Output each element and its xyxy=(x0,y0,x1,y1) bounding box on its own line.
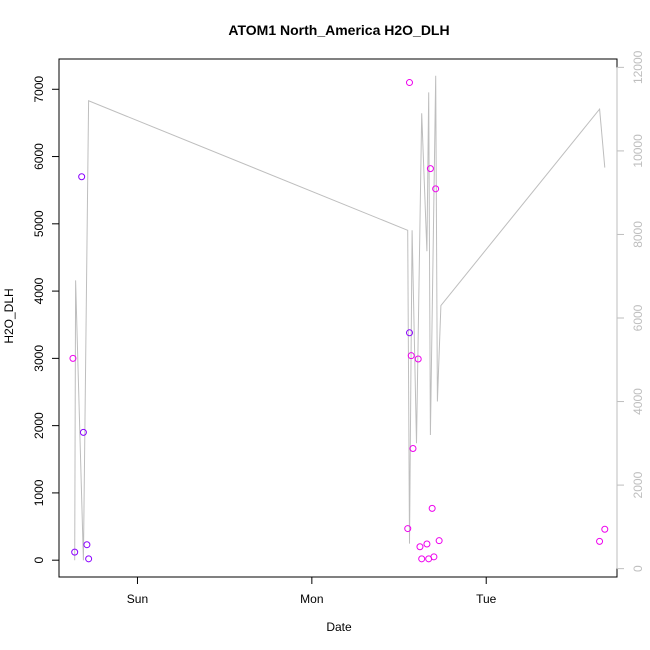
right-y-tick-label: 10000 xyxy=(631,134,645,168)
y-axis-label: H2O_DLH xyxy=(2,288,16,343)
data-point xyxy=(416,543,424,551)
right-y-tick-label: 12000 xyxy=(631,50,645,84)
x-tick-label: Sun xyxy=(127,592,148,606)
data-point xyxy=(596,537,604,545)
right-y-axis: 0 2000 4000 6000 8000 10000 12000 xyxy=(616,50,645,572)
y-tick-label: 7000 xyxy=(32,76,46,103)
series-line xyxy=(74,75,606,561)
chart-title: ATOM1 North_America H2O_DLH xyxy=(228,22,449,38)
data-point xyxy=(405,329,413,337)
data-point xyxy=(407,352,415,360)
y-tick-label: 1000 xyxy=(32,479,46,506)
y-tick-label: 2000 xyxy=(32,412,46,439)
right-y-tick-label: 8000 xyxy=(631,221,645,248)
data-point xyxy=(418,555,426,563)
data-point xyxy=(69,354,77,362)
data-point xyxy=(414,355,422,363)
y-tick-label: 4000 xyxy=(32,277,46,304)
data-point xyxy=(404,525,412,533)
y-tick-label: 6000 xyxy=(32,143,46,170)
data-point xyxy=(601,525,609,533)
data-point xyxy=(430,553,438,561)
right-y-tick-label: 4000 xyxy=(631,388,645,415)
y-tick-label: 5000 xyxy=(32,210,46,237)
x-tick-label: Tue xyxy=(476,592,497,606)
y-axis: 0 1000 2000 3000 4000 5000 6000 7000 xyxy=(32,76,60,564)
y-tick-label: 3000 xyxy=(32,345,46,372)
right-y-tick-label: 0 xyxy=(631,565,645,572)
x-axis-label: Date xyxy=(326,620,352,634)
data-point xyxy=(71,548,79,556)
data-point xyxy=(409,445,417,453)
data-point xyxy=(432,185,440,193)
data-point xyxy=(85,555,93,563)
data-point xyxy=(435,537,443,545)
x-axis: Sun Mon Tue xyxy=(127,576,497,606)
data-point xyxy=(423,540,431,548)
right-y-tick-label: 2000 xyxy=(631,471,645,498)
x-tick-label: Mon xyxy=(300,592,323,606)
data-point xyxy=(78,173,86,181)
series-layer xyxy=(69,75,609,563)
data-point xyxy=(83,541,91,549)
data-point xyxy=(428,504,436,512)
right-y-tick-label: 6000 xyxy=(631,304,645,331)
data-point xyxy=(79,428,87,436)
plot-frame xyxy=(58,58,618,578)
y-tick-label: 0 xyxy=(32,557,46,564)
data-point xyxy=(426,165,434,173)
data-point xyxy=(405,79,413,87)
